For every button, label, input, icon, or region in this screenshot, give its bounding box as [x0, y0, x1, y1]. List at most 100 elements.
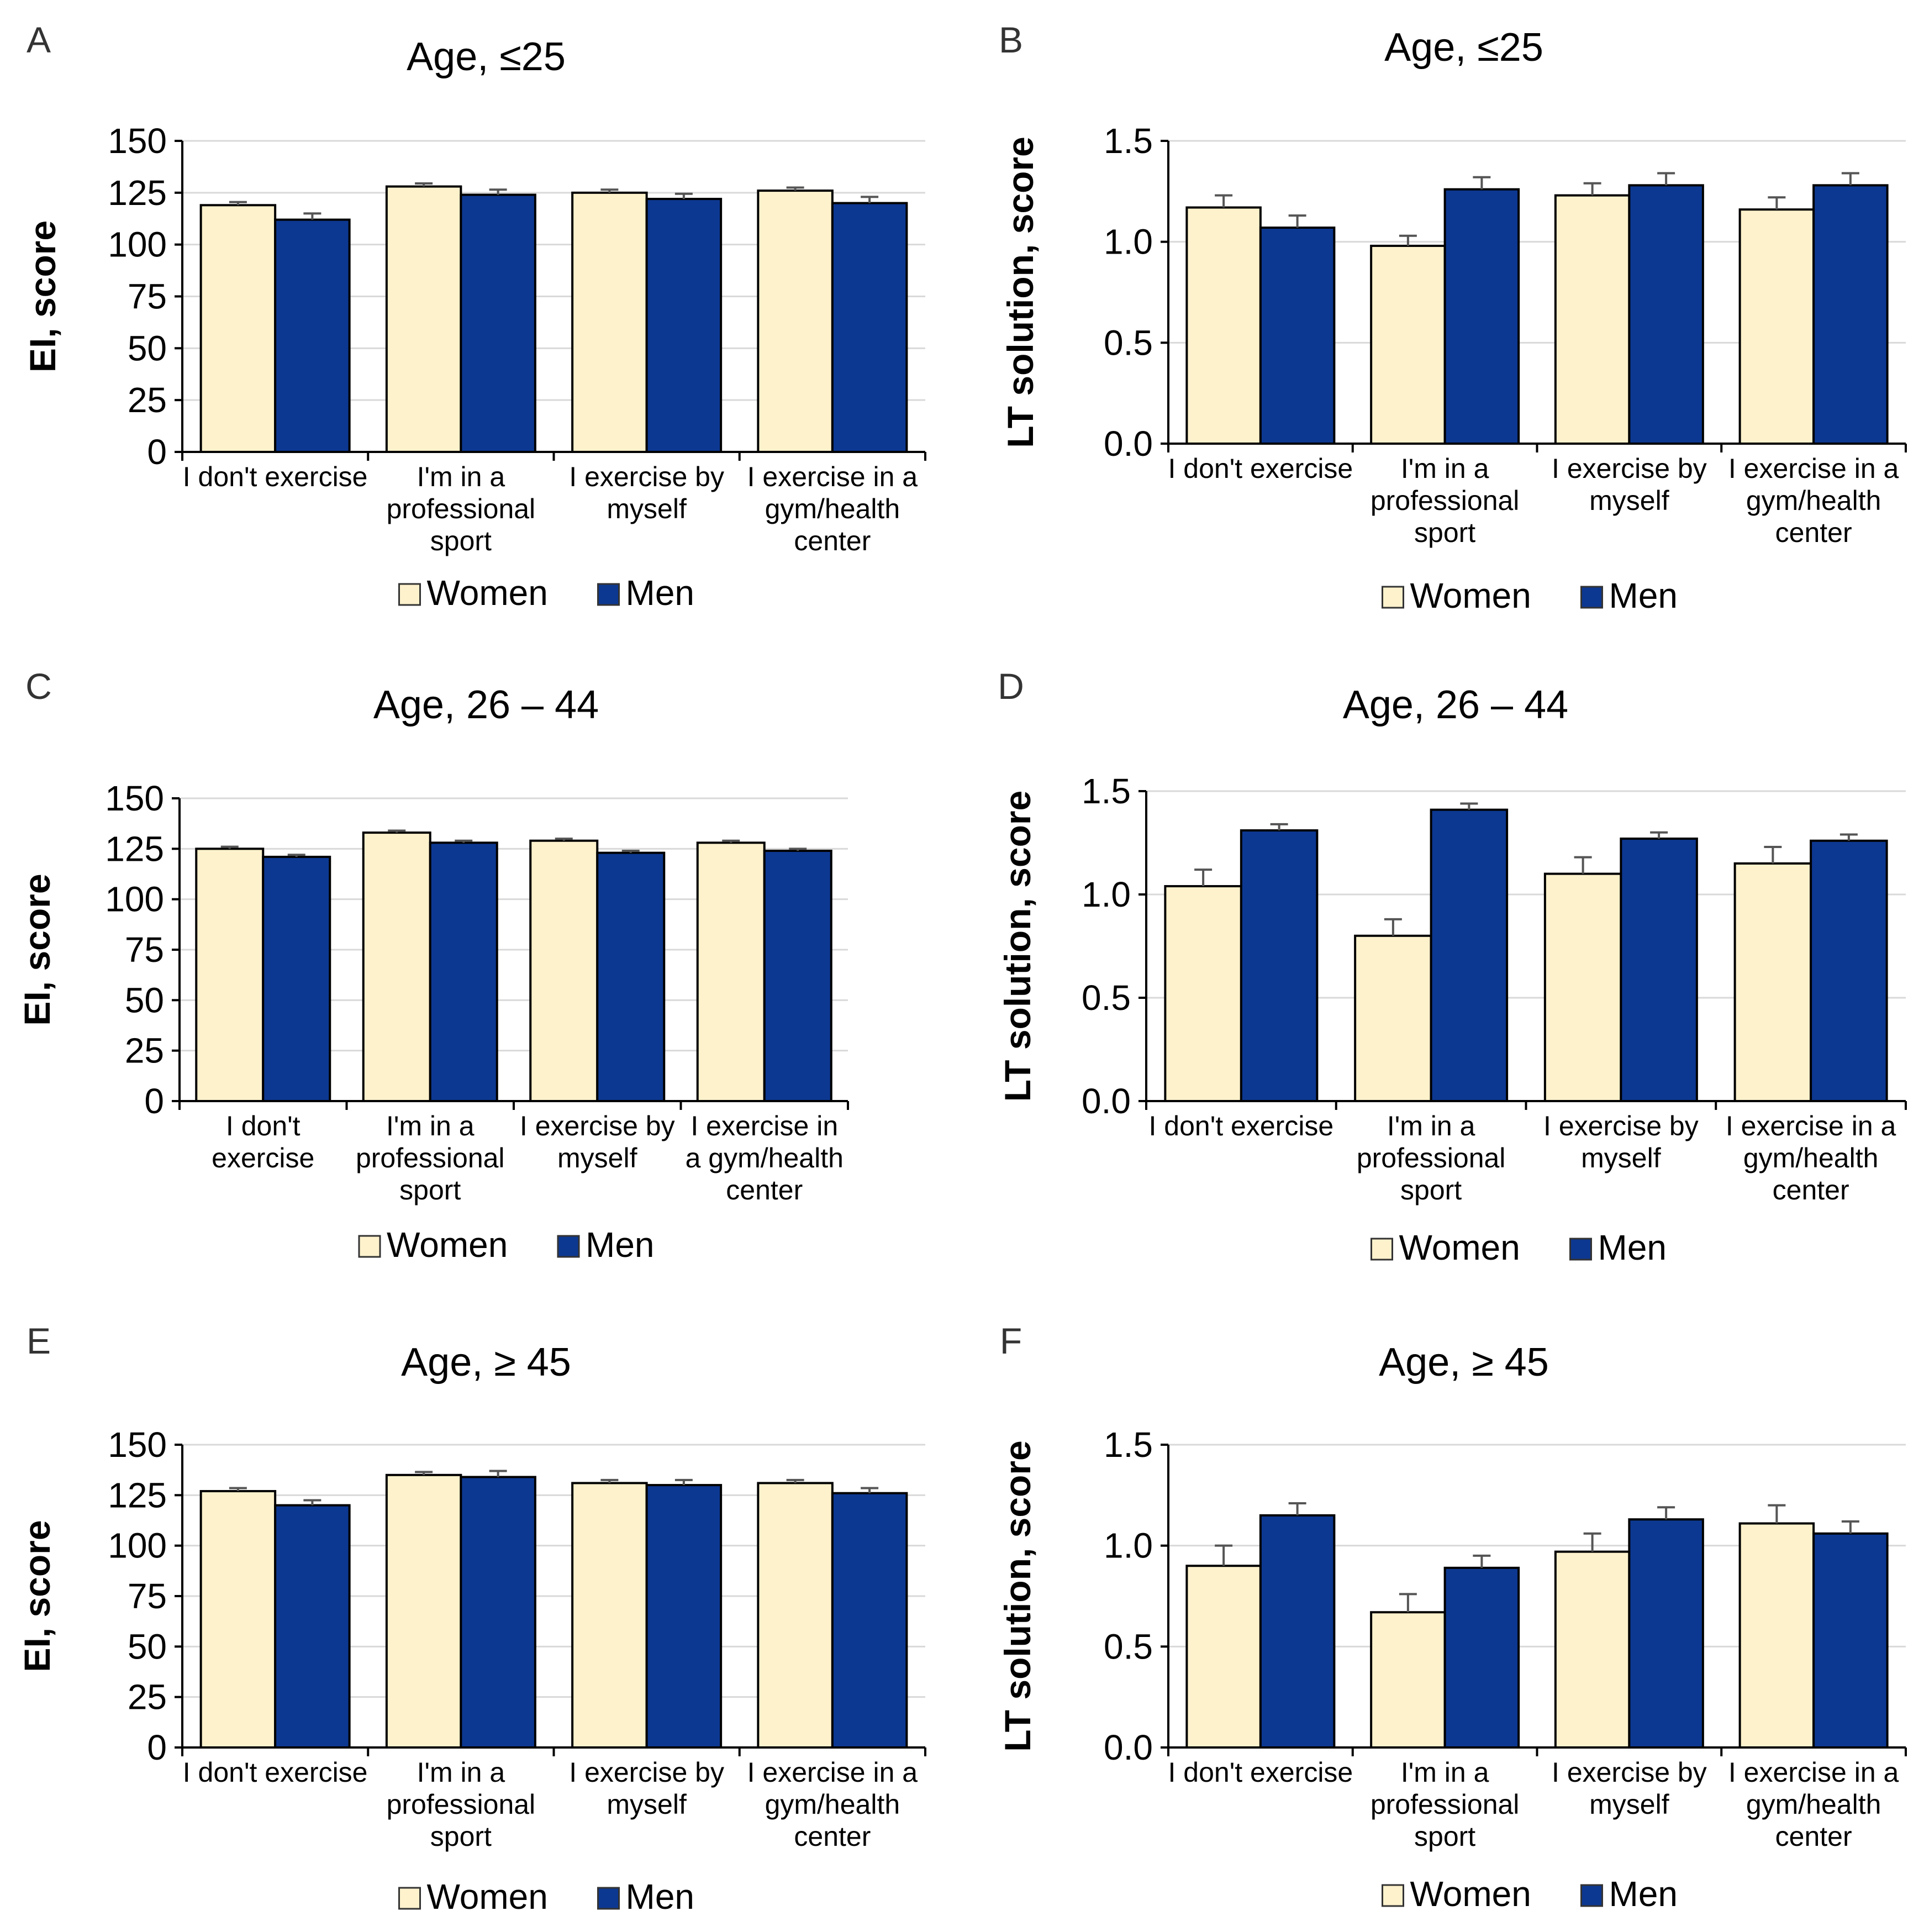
legend-swatch-men	[597, 583, 620, 606]
chart-panel-f: F Age, ≥ 45 0.0 0.5 1.0 1.5 LT solution, score…	[997, 1320, 1907, 1914]
legend-label-men: Men	[1598, 1228, 1667, 1267]
y-axis-label: EI, score	[17, 873, 57, 1025]
x-tick-label: I'm in a	[386, 1110, 475, 1141]
legend-label-men: Men	[1609, 1874, 1678, 1914]
bar-women	[1543, 872, 1622, 1102]
y-tick-label: 0.0	[1082, 1081, 1131, 1121]
bar-women	[199, 1490, 277, 1749]
chart-title: Age, 26 – 44	[373, 683, 599, 727]
legend-swatch-women	[1382, 1884, 1404, 1907]
x-tick-label: gym/health	[765, 1789, 900, 1820]
bar-women	[1354, 934, 1432, 1103]
chart-title: Age, ≥ 45	[1379, 1340, 1549, 1384]
x-tick-label: gym/health	[1746, 1789, 1881, 1820]
x-tick-label: a gym/health	[686, 1143, 844, 1173]
legend: Women Men	[1370, 1228, 1667, 1267]
chart-panel-e: E Age, ≥ 45 0 25 50 75 100 125 150 EI, score I don…	[17, 1320, 926, 1917]
legend-label-men: Men	[626, 1877, 695, 1917]
x-tick-label: I exercise by	[1552, 1757, 1707, 1788]
y-tick-label: 1.5	[1104, 121, 1153, 161]
bar-women	[199, 204, 277, 453]
y-tick-label: 125	[108, 1475, 167, 1515]
legend-label-women: Women	[427, 1877, 548, 1917]
x-tick-label: sport	[1400, 1175, 1462, 1205]
bar-women	[385, 185, 462, 453]
bar-women	[571, 1482, 648, 1749]
x-tick-label: center	[1775, 1821, 1852, 1852]
bar-women	[757, 189, 834, 453]
bar-men	[1812, 1532, 1889, 1749]
y-axis-label: LT solution, score	[997, 1440, 1038, 1751]
x-tick-label: I don't exercise	[1149, 1110, 1334, 1141]
y-tick-label: 0	[147, 432, 167, 472]
y-tick-label: 1.0	[1104, 1526, 1153, 1566]
legend-swatch-men	[1580, 1884, 1603, 1907]
legend: Women Men	[358, 1225, 655, 1265]
bar-men	[1620, 838, 1698, 1103]
x-tick-label: I exercise by	[569, 461, 724, 492]
y-tick-label: 150	[105, 778, 164, 818]
y-tick-label: 50	[125, 980, 164, 1020]
bar-men	[1628, 184, 1704, 445]
y-tick-label: 75	[128, 1576, 167, 1616]
x-tick-label: I'm in a	[417, 1757, 505, 1788]
bar-women	[757, 1482, 834, 1749]
y-tick-label: 0	[144, 1081, 164, 1121]
x-tick-label: I exercise in a	[747, 1757, 918, 1788]
panel-letter: E	[27, 1320, 51, 1361]
legend-swatch-women	[1382, 586, 1404, 609]
x-tick-label: sport	[1414, 517, 1475, 548]
x-tick-label: professional	[1370, 1789, 1520, 1820]
chart-panel-c: C Age, 26 – 44 0 25 50 75 100 125 150 EI, score I …	[17, 666, 849, 1265]
bar-women	[385, 1473, 462, 1749]
bar-men	[1443, 188, 1520, 445]
x-tick-label: I exercise in a	[747, 461, 918, 492]
x-tick-label: I'm in a	[1387, 1110, 1475, 1141]
y-tick-label: 25	[125, 1031, 164, 1071]
x-tick-label: I'm in a	[1401, 453, 1489, 484]
bar-women	[1733, 862, 1812, 1103]
bar-men	[1259, 227, 1336, 445]
x-tick-label: myself	[1581, 1143, 1661, 1173]
x-tick-label: professional	[387, 1789, 536, 1820]
y-tick-label: 25	[128, 380, 167, 420]
bar-men	[645, 198, 723, 453]
x-tick-label: myself	[557, 1143, 637, 1173]
bar-women	[1164, 885, 1242, 1103]
y-tick-label: 1.0	[1082, 875, 1131, 914]
x-tick-label: sport	[430, 525, 492, 556]
legend-label-men: Men	[586, 1225, 655, 1265]
y-tick-label: 0.0	[1104, 424, 1153, 464]
panel-letter: F	[1000, 1320, 1022, 1361]
bar-women	[1370, 1611, 1446, 1749]
x-tick-label: center	[726, 1175, 803, 1205]
y-axis-label: LT solution, score	[997, 791, 1038, 1102]
bar-men	[262, 855, 331, 1102]
legend-label-men: Men	[626, 573, 695, 613]
panel-letter: A	[27, 19, 51, 60]
bar-women	[1185, 1565, 1262, 1749]
bar-men	[1628, 1518, 1704, 1749]
x-tick-label: myself	[1589, 485, 1669, 516]
legend-swatch-men	[597, 1887, 620, 1910]
x-tick-label: professional	[387, 493, 536, 524]
bar-men	[763, 849, 832, 1103]
x-tick-label: sport	[399, 1175, 461, 1205]
x-tick-label: I exercise in a	[1728, 453, 1899, 484]
legend: Women Men	[1382, 576, 1678, 615]
y-axis-label: LT solution, score	[1000, 136, 1041, 448]
chart-title: Age, ≥ 45	[401, 1340, 571, 1384]
y-tick-label: 0.5	[1104, 1626, 1153, 1666]
x-tick-label: gym/health	[1746, 485, 1881, 516]
y-tick-label: 50	[128, 1626, 167, 1666]
legend-swatch-women	[1370, 1238, 1393, 1261]
legend-swatch-men	[557, 1235, 580, 1258]
chart-panel-a: A Age, ≤25 0 25 50 75 100 125 150 EI, score I don'…	[22, 19, 926, 613]
bar-women	[195, 847, 265, 1103]
bar-women	[1738, 208, 1815, 445]
panel-letter: C	[25, 666, 52, 707]
bar-women	[529, 839, 599, 1102]
legend-swatch-women	[398, 583, 421, 606]
bar-men	[1430, 808, 1509, 1103]
bar-women	[696, 841, 766, 1102]
